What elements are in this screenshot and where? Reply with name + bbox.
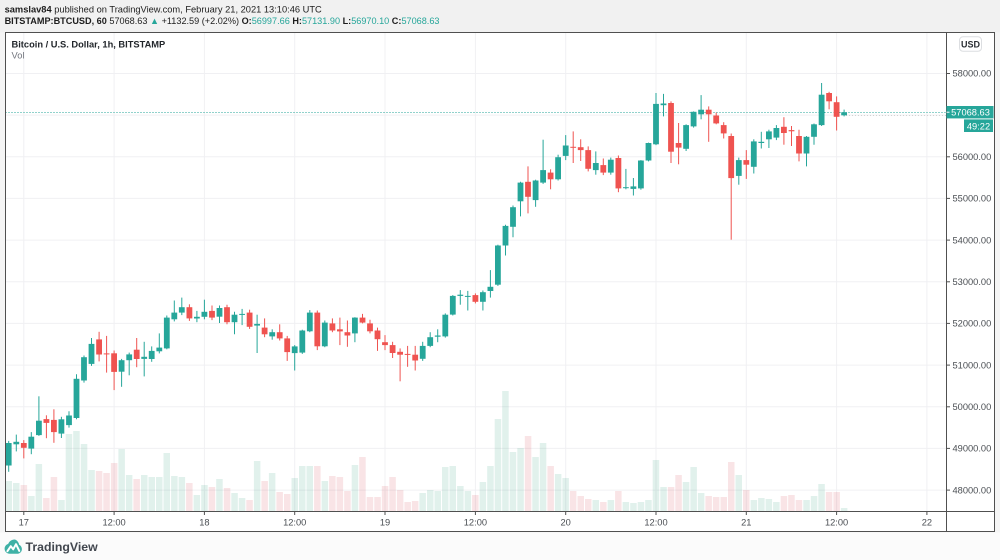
svg-text:19: 19: [380, 518, 390, 528]
svg-text:53000.00: 53000.00: [953, 277, 992, 287]
svg-text:58000.00: 58000.00: [953, 69, 992, 79]
svg-text:samslav84 published on Trading: samslav84 published on TradingView.com, …: [5, 4, 322, 14]
svg-text:18: 18: [199, 518, 209, 528]
svg-text:50000.00: 50000.00: [953, 402, 992, 412]
svg-text:12:00: 12:00: [644, 518, 667, 528]
svg-text:12:00: 12:00: [102, 518, 125, 528]
svg-text:48000.00: 48000.00: [953, 485, 992, 495]
svg-text:12:00: 12:00: [283, 518, 306, 528]
svg-text:20: 20: [561, 518, 571, 528]
svg-text:BITSTAMP:BTCUSD, 60 57068.63 ▲: BITSTAMP:BTCUSD, 60 57068.63 ▲ +1132.59 …: [5, 16, 440, 26]
svg-text:Bitcoin / U.S. Dollar, 1h, BIT: Bitcoin / U.S. Dollar, 1h, BITSTAMP: [12, 39, 166, 49]
svg-text:49:22: 49:22: [967, 121, 990, 131]
svg-text:49000.00: 49000.00: [953, 444, 992, 454]
svg-text:56000.00: 56000.00: [953, 152, 992, 162]
svg-text:Vol: Vol: [12, 51, 25, 61]
svg-text:12:00: 12:00: [464, 518, 487, 528]
svg-text:17: 17: [19, 518, 29, 528]
svg-text:22: 22: [922, 518, 932, 528]
svg-text:51000.00: 51000.00: [953, 360, 992, 370]
svg-text:TradingView: TradingView: [26, 540, 99, 554]
svg-text:21: 21: [741, 518, 751, 528]
svg-text:54000.00: 54000.00: [953, 235, 992, 245]
svg-text:52000.00: 52000.00: [953, 319, 992, 329]
svg-text:USD: USD: [961, 39, 981, 49]
svg-text:57068.63: 57068.63: [951, 107, 990, 117]
svg-text:12:00: 12:00: [825, 518, 848, 528]
svg-text:55000.00: 55000.00: [953, 194, 992, 204]
